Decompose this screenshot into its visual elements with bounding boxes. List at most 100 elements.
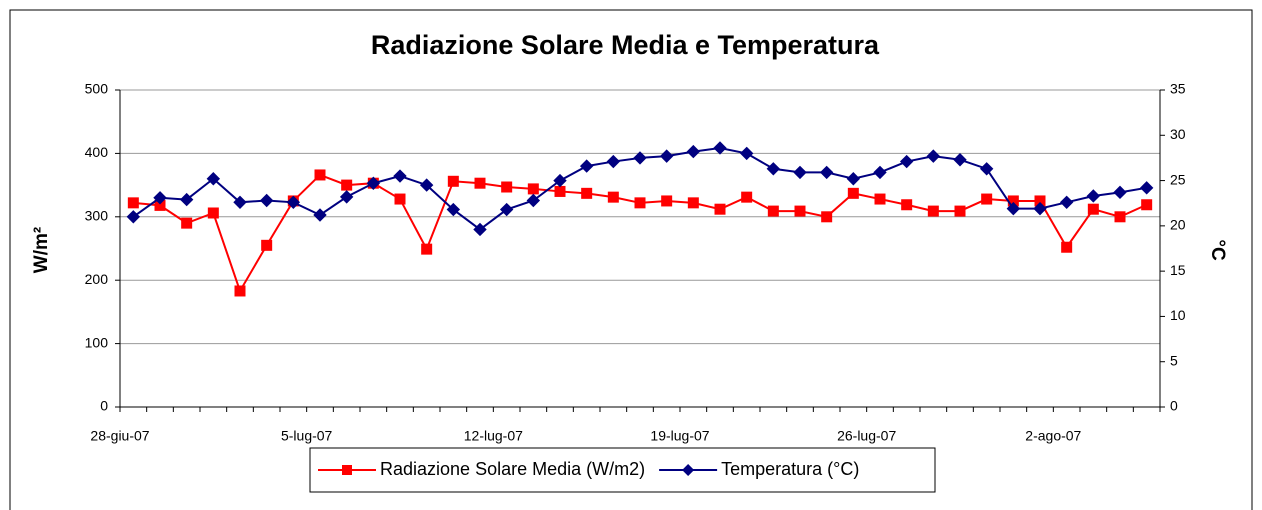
point bbox=[821, 211, 833, 223]
y2-tick-label: 0 bbox=[1170, 398, 1178, 414]
point bbox=[581, 187, 593, 199]
point bbox=[579, 159, 594, 173]
chart-frame bbox=[9, 9, 1253, 510]
point bbox=[314, 169, 326, 181]
point bbox=[1006, 201, 1021, 216]
point bbox=[1139, 181, 1154, 195]
point bbox=[501, 181, 513, 193]
point bbox=[633, 151, 647, 165]
point bbox=[474, 177, 486, 189]
point bbox=[899, 154, 914, 169]
point bbox=[1059, 195, 1074, 210]
point bbox=[207, 207, 219, 219]
chart-title: Radiazione Solare Media e Temperatura bbox=[371, 30, 880, 60]
point bbox=[554, 185, 566, 197]
point bbox=[793, 165, 807, 180]
point bbox=[927, 205, 939, 217]
point bbox=[1086, 189, 1101, 203]
legend-label: Radiazione Solare Media (W/m2) bbox=[380, 459, 645, 479]
y2-axis-label: °C bbox=[1207, 239, 1228, 261]
point bbox=[606, 154, 621, 169]
y-tick-label: 0 bbox=[100, 398, 108, 414]
legend-marker bbox=[682, 464, 695, 476]
point bbox=[446, 202, 461, 217]
point bbox=[341, 179, 353, 191]
point bbox=[794, 205, 806, 217]
x-tick-label: 28-giu-07 bbox=[90, 428, 149, 444]
point bbox=[261, 239, 273, 251]
point bbox=[419, 178, 434, 192]
y2-tick-label: 35 bbox=[1170, 81, 1186, 97]
point bbox=[499, 202, 514, 217]
point bbox=[234, 285, 246, 297]
x-tick-label: 26-lug-07 bbox=[837, 428, 896, 444]
point bbox=[421, 243, 433, 255]
point bbox=[179, 192, 194, 207]
point bbox=[607, 191, 619, 203]
point bbox=[127, 197, 139, 209]
point bbox=[819, 165, 834, 180]
legend-marker bbox=[342, 465, 352, 475]
point bbox=[873, 165, 887, 180]
point bbox=[181, 217, 193, 229]
y2-tick-label: 25 bbox=[1170, 171, 1186, 187]
x-tick-label: 12-lug-07 bbox=[464, 428, 523, 444]
point bbox=[286, 195, 301, 210]
y-axis-label: W/m² bbox=[31, 227, 52, 273]
point bbox=[634, 197, 646, 209]
point bbox=[1141, 199, 1153, 211]
point bbox=[874, 193, 886, 205]
y-tick-label: 300 bbox=[85, 208, 109, 224]
point bbox=[447, 175, 459, 187]
point bbox=[394, 193, 406, 205]
point bbox=[339, 190, 354, 204]
point bbox=[661, 195, 673, 207]
y-tick-label: 400 bbox=[85, 144, 109, 160]
point bbox=[979, 162, 994, 176]
point bbox=[953, 153, 967, 167]
y2-tick-label: 5 bbox=[1170, 352, 1178, 368]
point bbox=[659, 149, 674, 163]
y-tick-label: 500 bbox=[85, 81, 109, 97]
point bbox=[901, 199, 913, 211]
point bbox=[766, 162, 781, 176]
point bbox=[393, 169, 407, 183]
point bbox=[767, 205, 779, 217]
point bbox=[847, 187, 859, 199]
y-tick-label: 100 bbox=[85, 334, 109, 350]
y2-tick-label: 30 bbox=[1170, 126, 1186, 142]
y2-tick-label: 15 bbox=[1170, 262, 1186, 278]
point bbox=[1033, 201, 1047, 216]
point bbox=[153, 191, 167, 205]
point bbox=[527, 183, 539, 195]
point bbox=[526, 193, 541, 208]
point bbox=[1113, 185, 1127, 200]
point bbox=[206, 172, 221, 186]
x-tick-label: 19-lug-07 bbox=[650, 428, 709, 444]
point bbox=[739, 146, 754, 161]
point bbox=[846, 172, 861, 186]
x-tick-label: 5-lug-07 bbox=[281, 428, 333, 444]
y2-tick-label: 20 bbox=[1170, 217, 1186, 233]
y-tick-label: 200 bbox=[85, 271, 109, 287]
point bbox=[233, 195, 247, 210]
point bbox=[366, 176, 381, 190]
point bbox=[686, 144, 701, 159]
point bbox=[473, 222, 487, 237]
point bbox=[926, 149, 941, 163]
point bbox=[126, 210, 141, 224]
point bbox=[981, 193, 993, 205]
point bbox=[259, 193, 274, 208]
point bbox=[741, 191, 753, 203]
legend-label: Temperatura (°C) bbox=[721, 459, 859, 479]
point bbox=[954, 205, 966, 217]
legend-box bbox=[309, 447, 936, 493]
point bbox=[313, 208, 327, 222]
y2-tick-label: 10 bbox=[1170, 307, 1186, 323]
point bbox=[1087, 203, 1099, 215]
point bbox=[1061, 241, 1073, 253]
point bbox=[714, 203, 726, 215]
point bbox=[1114, 211, 1126, 223]
point bbox=[713, 141, 727, 155]
